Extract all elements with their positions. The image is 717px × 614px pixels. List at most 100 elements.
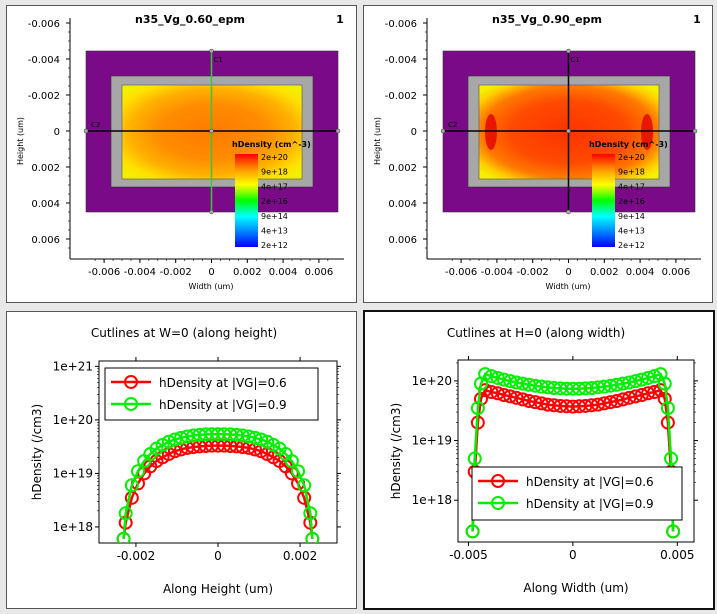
series-marker — [291, 464, 306, 479]
series-marker — [465, 524, 480, 539]
legend-tick-label: 9e+18 — [618, 168, 645, 177]
series-marker — [622, 390, 637, 405]
x-tick-label: 0 — [569, 548, 577, 562]
cut-label-c2: C2 — [91, 121, 100, 129]
series-marker — [130, 464, 145, 479]
series-marker — [664, 451, 679, 466]
legend-marker — [124, 397, 138, 411]
series-marker — [622, 375, 637, 390]
cutline-panel-height[interactable]: Cutlines at W=0 (along height) -0.002 0 0.0… — [6, 311, 357, 609]
x-axis-label: Along Height (um) — [163, 582, 273, 596]
contour-plot-vg090[interactable]: n35_Vg_0.90_epm 1 -0.006 -0.006 -0.004 -0.004… — [364, 6, 713, 303]
cutline-handle[interactable] — [566, 48, 571, 54]
y-tick-label: -0.004 — [385, 55, 417, 66]
cutline-handle[interactable] — [209, 128, 214, 134]
y-axis-label: hDensity (/cm3) — [30, 404, 44, 500]
plot-area — [465, 367, 681, 539]
cutline-handle[interactable] — [566, 128, 571, 134]
cutline-handle[interactable] — [83, 128, 89, 134]
series-marker — [241, 429, 256, 444]
cutline-handle[interactable] — [566, 209, 571, 215]
y-tick-label: 0 — [54, 127, 60, 138]
x-tick-label: -0.006 — [445, 267, 477, 278]
x-tick-label: 0 — [208, 267, 214, 278]
corner-hotspot-left — [485, 114, 497, 150]
x-tick-label: 0.005 — [660, 548, 694, 562]
cutline-handle[interactable] — [209, 48, 214, 54]
y-tick-label: -0.006 — [385, 19, 417, 30]
legend-tick-label: 2e+20 — [261, 153, 288, 162]
series-marker — [628, 389, 643, 404]
y-tick-label: 0.006 — [388, 235, 417, 246]
legend-label: hDensity at |VG|=0.9 — [159, 398, 287, 412]
y-tick-label: 1e+19 — [412, 434, 452, 448]
x-tick-label: 0.006 — [662, 267, 691, 278]
y-tick-label: 1e+18 — [53, 520, 93, 534]
x-tick-label: -0.002 — [160, 267, 192, 278]
series-marker — [284, 454, 299, 469]
legend-tick-label: 4e+13 — [618, 227, 645, 236]
y-tick-label: 1e+18 — [412, 493, 452, 507]
cutline-handle[interactable] — [692, 128, 698, 134]
legend-tick-label: 2e+12 — [618, 241, 645, 250]
cutline-handle[interactable] — [440, 128, 446, 134]
contour-plot-vg060[interactable]: n35_Vg_0.60_epm 1 -0.006 -0.006 -0.004 -0.004… — [7, 6, 357, 303]
legend-box — [471, 466, 683, 521]
series-marker — [603, 395, 618, 410]
y-tick-label: -0.004 — [28, 55, 60, 66]
series-marker — [634, 388, 649, 403]
y-tick-label: 0.004 — [31, 199, 60, 210]
legend-colorbar — [235, 154, 258, 247]
series-marker — [496, 372, 511, 387]
plot-title: n35_Vg_0.90_epm — [492, 13, 602, 26]
x-tick-label: -0.002 — [117, 549, 156, 563]
series-marker — [490, 386, 505, 401]
x-axis-label: Width (um) — [189, 282, 234, 291]
series-marker — [467, 451, 482, 466]
legend-tick-label: 9e+18 — [261, 168, 288, 177]
cutline-panel-width[interactable]: Cutlines at H=0 (along width) -0.005 0 0.00… — [363, 310, 715, 610]
x-tick-label: -0.005 — [449, 548, 488, 562]
cutline-handle[interactable] — [335, 128, 341, 134]
cutline-chart-height[interactable]: Cutlines at W=0 (along height) -0.002 0 0.0… — [7, 312, 357, 609]
plot-index: 1 — [693, 13, 701, 26]
contour-panel-vg090[interactable]: n35_Vg_0.90_epm 1 -0.006 -0.006 -0.004 -0.004… — [363, 5, 713, 303]
legend-tick-label: 9e+14 — [618, 212, 645, 221]
legend-tick-label: 2e+20 — [618, 153, 645, 162]
cutline-handle[interactable] — [209, 209, 214, 215]
y-tick-label: -0.002 — [385, 91, 417, 102]
y-tick-label: 1e+20 — [412, 374, 452, 388]
plot-area — [116, 427, 320, 543]
legend-tick-label: 4e+17 — [261, 182, 288, 191]
x-tick-label: -0.004 — [481, 267, 513, 278]
series-marker — [254, 432, 269, 447]
series-marker — [124, 478, 139, 493]
cut-label-c2: C2 — [448, 121, 457, 129]
legend-marker — [491, 496, 505, 510]
legend-title: hDensity (cm^-3) — [232, 140, 311, 149]
x-tick-label: -0.004 — [124, 267, 156, 278]
x-tick-label: -0.006 — [88, 267, 120, 278]
chart-title: Cutlines at H=0 (along width) — [447, 326, 625, 340]
series-marker — [303, 506, 318, 521]
y-axis-label: Height (um) — [373, 117, 382, 165]
series-marker — [647, 369, 662, 384]
x-tick-label: 0.002 — [233, 267, 262, 278]
series-marker — [641, 370, 656, 385]
legend-marker — [124, 375, 138, 389]
y-axis-label: Height (um) — [16, 117, 25, 165]
legend-marker — [491, 474, 505, 488]
legend-tick-label: 4e+13 — [261, 227, 288, 236]
series-marker — [247, 430, 262, 445]
legend-tick-label: 2e+12 — [261, 241, 288, 250]
series-marker — [609, 394, 624, 409]
x-tick-label: 0 — [214, 549, 222, 563]
series-marker — [615, 392, 630, 407]
x-tick-label: 0.002 — [590, 267, 619, 278]
corner-hotspot-right — [641, 114, 653, 150]
legend-box — [104, 367, 319, 421]
series-marker — [118, 506, 133, 521]
cutline-chart-width[interactable]: Cutlines at H=0 (along width) -0.005 0 0.00… — [365, 312, 713, 608]
contour-panel-vg060[interactable]: n35_Vg_0.60_epm 1 -0.006 -0.006 -0.004 -0.004… — [6, 5, 357, 303]
series-marker — [641, 386, 656, 401]
